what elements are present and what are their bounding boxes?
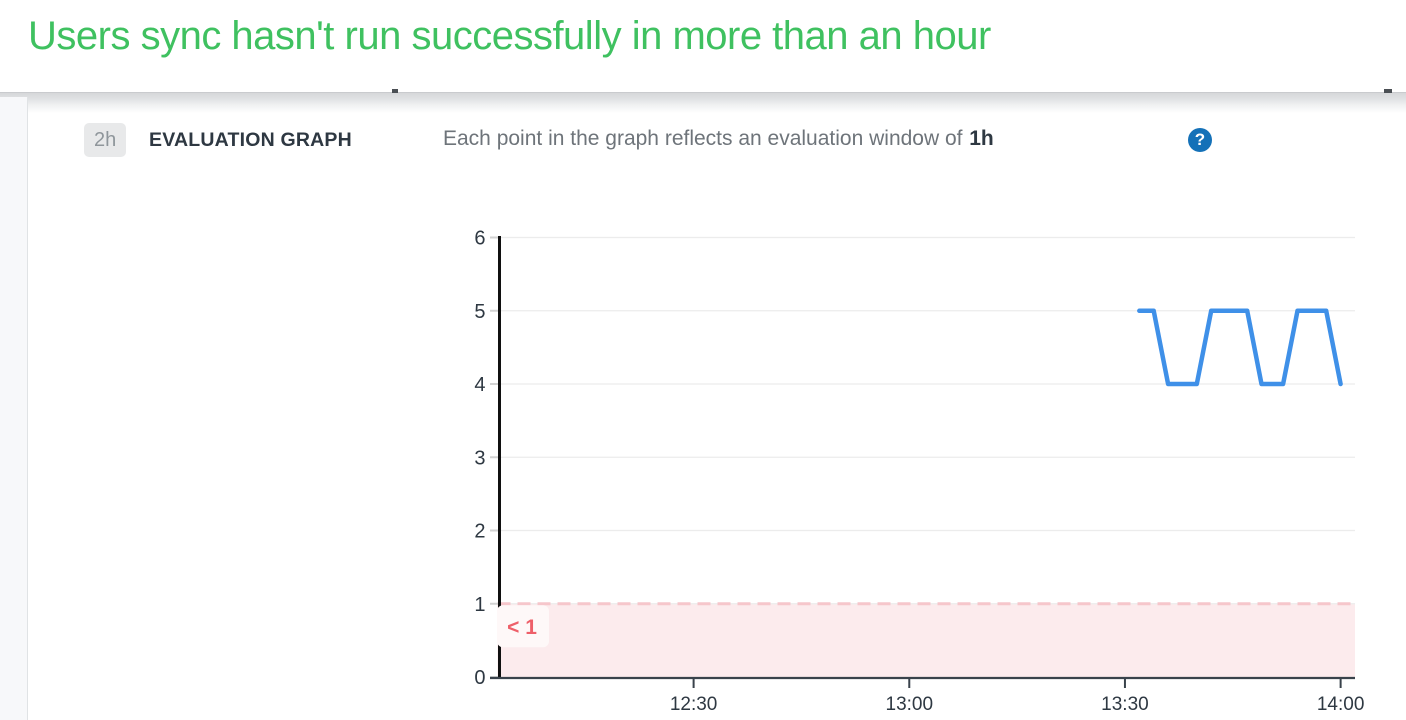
- y-tick-label-4: 4: [474, 374, 485, 396]
- x-tick-label-13:00: 13:00: [886, 694, 934, 715]
- threshold-label-chip: [497, 605, 549, 648]
- evaluation-description: Each point in the graph reflects an eval…: [443, 127, 994, 151]
- left-rail: [0, 97, 28, 720]
- header-shadow-divider: [0, 92, 1406, 113]
- y-tick-label-1: 1: [474, 594, 485, 616]
- evaluation-graph-label: EVALUATION GRAPH: [149, 129, 352, 151]
- x-tick-label-14:00: 14:00: [1317, 694, 1365, 715]
- x-tick-label-13:30: 13:30: [1101, 694, 1149, 715]
- alert-title: Users sync hasn't run successfully in mo…: [28, 14, 991, 58]
- clipped-content-fragment: [1384, 89, 1392, 93]
- y-tick-label-2: 2: [474, 521, 485, 543]
- threshold-label: < 1: [507, 616, 537, 639]
- evaluation-window-value: 1h: [969, 127, 994, 150]
- series-line-query-result: [1137, 308, 1343, 387]
- y-tick-label-6: 6: [474, 228, 485, 250]
- y-tick-label-3: 3: [474, 447, 485, 469]
- y-tick-label-0: 0: [474, 667, 485, 689]
- alert-title-bar: Users sync hasn't run successfully in mo…: [0, 0, 1406, 92]
- clipped-content-fragment: [392, 89, 398, 93]
- time-window-badge: 2h: [84, 123, 127, 157]
- y-tick-label-5: 5: [474, 301, 485, 323]
- x-tick-label-12:30: 12:30: [670, 694, 718, 715]
- help-icon[interactable]: ?: [1188, 128, 1212, 152]
- evaluation-description-text: Each point in the graph reflects an eval…: [443, 127, 963, 150]
- threshold-critical-zone: [497, 603, 1355, 677]
